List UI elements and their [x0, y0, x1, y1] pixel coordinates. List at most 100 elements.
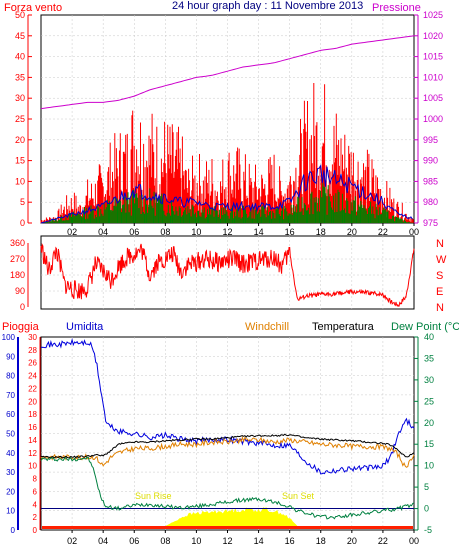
humidity-series	[40, 337, 415, 475]
rain-tick-label: 16	[28, 423, 37, 432]
climate-x-tick-label: 16	[285, 536, 295, 546]
pressure-tick-label: 1005	[423, 93, 443, 103]
wind-tick-label: 15	[15, 156, 25, 166]
rain-series	[42, 507, 413, 529]
rain-tick-label: 14	[28, 436, 37, 445]
temperature-axis: -5 0 5 10 15 20 25 30 35 40	[414, 332, 434, 535]
climate-time-axis: 02 04 06 08 10 12 14 16 18 20 22 00	[67, 530, 419, 546]
wind-tick-label: 25	[15, 114, 25, 124]
climate-x-tick-label: 06	[129, 536, 139, 546]
temperature-label: Temperatura	[312, 321, 375, 333]
direction-series	[40, 242, 415, 307]
wind-tick-label: 30	[15, 93, 25, 103]
climate-x-tick-label: 10	[191, 536, 201, 546]
pressure-series	[40, 35, 415, 110]
rain-tick-label: 2	[33, 513, 38, 522]
temperature-series	[40, 433, 415, 459]
rain-tick-label: 0	[33, 526, 38, 535]
direction-tick-label: 180	[10, 270, 25, 280]
wind-tick-label: 5	[20, 197, 25, 207]
pressure-tick-label: 985	[423, 176, 438, 186]
wind-x-tick-label: 02	[67, 227, 77, 237]
pressure-tick-label: 1010	[423, 72, 443, 82]
wind-x-tick-label: 16	[285, 227, 295, 237]
temperature-tick-label: 30	[424, 375, 434, 385]
rain-tick-label: 26	[28, 359, 37, 368]
climate-x-tick-label: 00	[409, 536, 419, 546]
climate-x-tick-label: 04	[98, 536, 108, 546]
humidity-line	[40, 337, 415, 475]
windchill-label: Windchill	[245, 321, 289, 333]
humidity-tick-label: 20	[6, 487, 15, 496]
humidity-tick-label: 10	[6, 507, 15, 516]
temperature-tick-label: 10	[424, 461, 434, 471]
temperature-tick-label: 5	[424, 482, 429, 492]
wind-time-axis: 02 04 06 08 10 12 14 16 18 20 22 00	[67, 223, 419, 237]
pressure-tick-label: 1025	[423, 10, 443, 20]
pressure-tick-label: 1000	[423, 114, 443, 124]
temperature-tick-label: 35	[424, 353, 434, 363]
wind-blue-line	[40, 164, 413, 224]
rain-tick-label: 4	[33, 500, 38, 509]
wind-speed-axis: 0 5 10 15 20 25 30 35 40 45 50	[15, 10, 32, 228]
dewpoint-label: Dew Point (°C	[391, 321, 459, 333]
wind-x-tick-label: 08	[160, 227, 170, 237]
climate-grid	[41, 337, 414, 530]
humidity-tick-label: 80	[6, 372, 15, 381]
pressure-axis: 975 980 985 990 995 1000 1005 1010 1015 1020 1025	[414, 10, 443, 228]
humidity-label: Umidita	[66, 321, 104, 333]
rain-tick-label: 6	[33, 487, 38, 496]
wind-tick-label: 35	[15, 72, 25, 82]
temperature-tick-label: 40	[424, 332, 434, 342]
rain-tick-label: 24	[28, 372, 37, 381]
wind-x-tick-label: 00	[409, 227, 419, 237]
compass-label: N	[436, 302, 444, 314]
compass-label: W	[436, 254, 447, 266]
wind-tick-label: 50	[15, 10, 25, 20]
pressure-tick-label: 995	[423, 135, 438, 145]
rain-area-fill	[165, 507, 298, 526]
direction-line	[40, 242, 415, 307]
dewpoint-series	[40, 456, 415, 520]
rain-label: Pioggia	[2, 321, 40, 333]
wind-average-series	[41, 183, 414, 223]
humidity-tick-label: 50	[6, 430, 15, 439]
humidity-tick-label: 70	[6, 391, 15, 400]
wind-x-tick-label: 10	[191, 227, 201, 237]
compass-label: S	[436, 270, 443, 282]
pressure-line	[40, 35, 415, 110]
temperature-tick-label: 20	[424, 418, 434, 428]
rain-tick-label: 30	[28, 333, 37, 342]
rain-tick-label: 20	[28, 397, 37, 406]
pressure-tick-label: 980	[423, 197, 438, 207]
pressure-tick-label: 1015	[423, 52, 443, 62]
wind-x-tick-label: 14	[254, 227, 264, 237]
temperature-tick-label: 25	[424, 396, 434, 406]
wind-x-tick-label: 18	[316, 227, 326, 237]
pressure-label: Pressione	[372, 2, 421, 14]
humidity-tick-label: 100	[2, 333, 16, 342]
compass-label: N	[436, 238, 444, 250]
temperature-tick-label: 15	[424, 439, 434, 449]
direction-tick-label: 270	[10, 254, 25, 264]
pressure-tick-label: 1020	[423, 31, 443, 41]
wind-tick-label: 0	[20, 218, 25, 228]
wind-x-tick-label: 04	[98, 227, 108, 237]
wind-x-tick-label: 20	[347, 227, 357, 237]
direction-tick-label: 0	[20, 302, 25, 312]
sunrise-label: Sun Rise	[135, 491, 172, 501]
climate-x-tick-label: 12	[222, 536, 232, 546]
rain-tick-label: 10	[28, 462, 37, 471]
direction-tick-label: 90	[15, 286, 25, 296]
rain-tick-label: 22	[28, 384, 37, 393]
temperature-line	[40, 433, 415, 459]
wind-tick-label: 45	[15, 31, 25, 41]
humidity-tick-label: 40	[6, 449, 15, 458]
humidity-axis: 0 10 20 30 40 50 60 70 80 90 100	[2, 333, 19, 535]
wind-average-bars	[41, 183, 414, 223]
humidity-tick-label: 60	[6, 410, 15, 419]
climate-x-tick-label: 08	[160, 536, 170, 546]
